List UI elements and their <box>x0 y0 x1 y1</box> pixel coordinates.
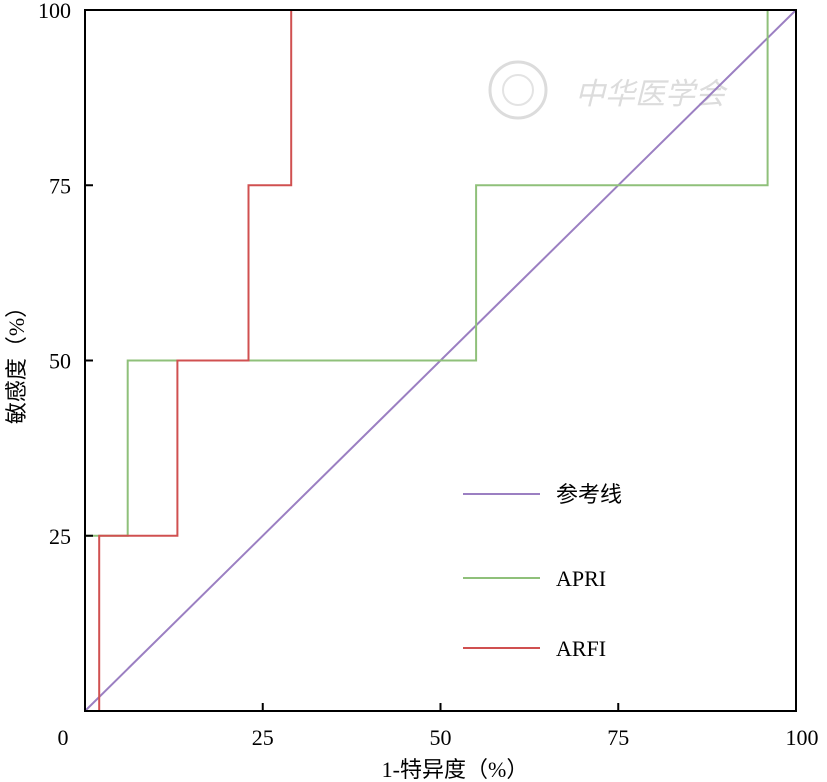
legend-label-reference: 参考线 <box>556 482 622 507</box>
y-tick-label-75: 75 <box>49 173 71 198</box>
y-axis-title: 敏感度（%） <box>4 296 29 424</box>
watermark: 中华医学会 <box>488 60 728 120</box>
legend-label-arfi: ARFI <box>556 636 606 661</box>
y-tick-label-50: 50 <box>49 349 71 374</box>
x-axis-title: 1-特异度（%） <box>382 757 529 782</box>
x-tick-label-75: 75 <box>607 725 629 750</box>
watermark-seal-icon <box>488 60 548 120</box>
x-tick-label-25: 25 <box>252 725 274 750</box>
legend-label-apri: APRI <box>556 566 606 591</box>
x-tick-label-50: 50 <box>430 725 452 750</box>
x-tick-label-100: 100 <box>786 725 819 750</box>
y-tick-label-100: 100 <box>38 0 71 23</box>
legend: 参考线 APRI ARFI <box>463 482 622 661</box>
ticks-layer: 0 25 50 75 100 25 50 75 100 <box>38 0 819 750</box>
watermark-text: 中华医学会 <box>575 77 728 112</box>
series-line-apri <box>85 9 796 537</box>
x-tick-label-0: 0 <box>58 725 69 750</box>
watermark-seal-inner-icon <box>502 74 534 106</box>
series-line-arfi <box>98 9 796 711</box>
y-tick-label-25: 25 <box>49 524 71 549</box>
series-layer <box>84 9 797 712</box>
